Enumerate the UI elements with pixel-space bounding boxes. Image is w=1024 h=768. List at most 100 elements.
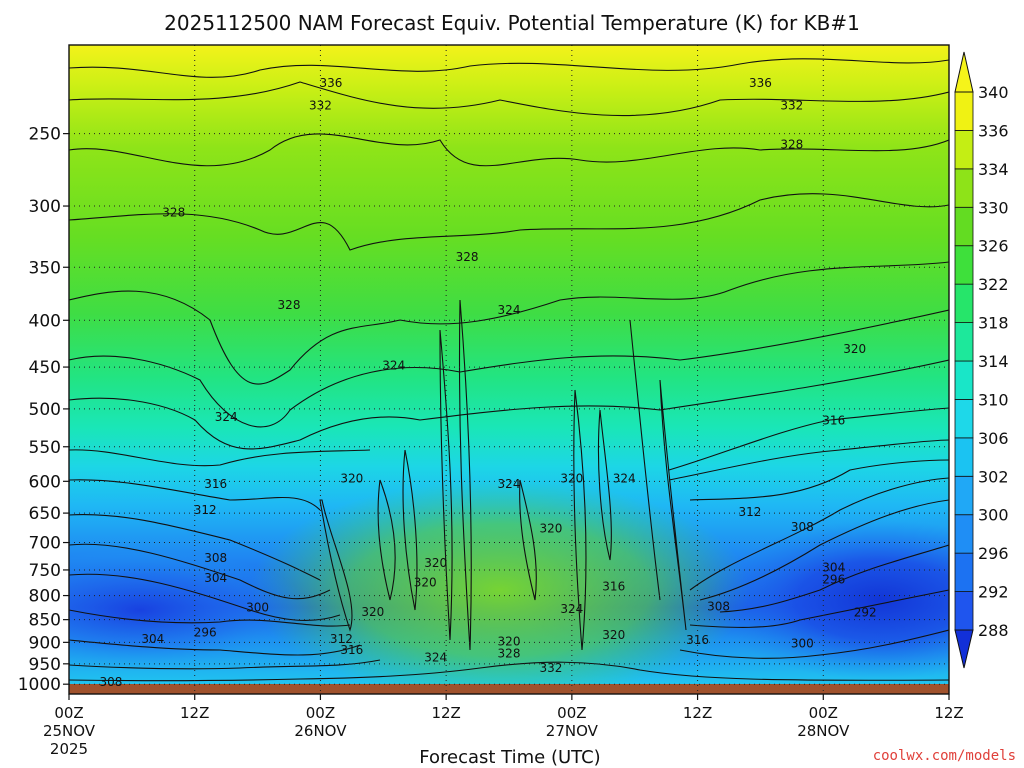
colorbar-label: 300 bbox=[978, 506, 1009, 525]
contour-label: 320 bbox=[843, 342, 866, 356]
contour-label: 324 bbox=[560, 602, 583, 616]
colorbar-swatch bbox=[954, 514, 974, 554]
colorbar-swatch bbox=[954, 283, 974, 323]
contour-label: 308 bbox=[204, 551, 227, 565]
colorbar-label: 310 bbox=[978, 390, 1009, 409]
y-tick-label: 800 bbox=[29, 587, 61, 607]
y-tick-label: 550 bbox=[29, 438, 61, 458]
colorbar-under-arrow bbox=[954, 629, 974, 669]
x-tick-label: 00Z bbox=[306, 704, 335, 722]
contour-label: 324 bbox=[382, 358, 405, 372]
x-year-label: 2025 bbox=[50, 740, 88, 758]
contour-label: 304 bbox=[141, 632, 164, 646]
chart-title: 2025112500 NAM Forecast Equiv. Potential… bbox=[164, 11, 860, 35]
colorbar-label: 288 bbox=[978, 621, 1009, 640]
moist-core bbox=[250, 480, 750, 684]
colorbar-swatch bbox=[954, 399, 974, 439]
contour-label: 328 bbox=[780, 138, 803, 152]
y-tick-label: 900 bbox=[29, 633, 61, 653]
contour-label: 332 bbox=[309, 99, 332, 113]
x-tick-label: 12Z bbox=[431, 704, 460, 722]
contour-label: 320 bbox=[498, 634, 521, 648]
x-date-label: 28NOV bbox=[797, 722, 850, 740]
x-tick-label: 00Z bbox=[54, 704, 83, 722]
contour-label: 324 bbox=[613, 472, 636, 486]
colorbar-swatch bbox=[954, 130, 974, 170]
y-tick-label: 750 bbox=[29, 561, 61, 581]
colorbar-label: 314 bbox=[978, 352, 1009, 371]
contour-label: 308 bbox=[707, 599, 730, 613]
contour-label: 316 bbox=[602, 580, 625, 594]
y-tick-label: 250 bbox=[29, 125, 61, 145]
colorbar-swatch bbox=[954, 322, 974, 362]
y-tick-label: 500 bbox=[29, 400, 61, 420]
colorbar-label: 334 bbox=[978, 160, 1009, 179]
gridlines bbox=[69, 45, 949, 694]
contour-label: 324 bbox=[498, 303, 521, 317]
colorbar-swatch bbox=[954, 591, 974, 631]
contour-label: 336 bbox=[749, 76, 772, 90]
contour-label: 312 bbox=[330, 632, 353, 646]
contour-label: 320 bbox=[602, 628, 625, 642]
y-tick-label: 400 bbox=[29, 311, 61, 331]
contour-label: 324 bbox=[424, 651, 447, 665]
dry-core-left bbox=[69, 550, 310, 670]
contour-label: 328 bbox=[278, 298, 301, 312]
colorbar-label: 302 bbox=[978, 467, 1009, 486]
x-date-label: 25NOV bbox=[43, 722, 96, 740]
colorbar-label: 306 bbox=[978, 429, 1009, 448]
colorbar-swatch bbox=[954, 245, 974, 285]
x-tick-label: 12Z bbox=[683, 704, 712, 722]
colorbar-label: 318 bbox=[978, 314, 1009, 333]
filled-field bbox=[69, 45, 949, 684]
contour-label: 316 bbox=[822, 414, 845, 428]
dry-core-right bbox=[710, 520, 949, 680]
contour-label: 316 bbox=[204, 477, 227, 491]
colorbar-swatch bbox=[954, 206, 974, 247]
contour-label: 320 bbox=[414, 575, 437, 589]
y-axis: 2503003504004505005506006507007508008509… bbox=[18, 125, 69, 695]
y-tick-label: 1000 bbox=[18, 675, 61, 695]
contour-label: 320 bbox=[560, 472, 583, 486]
colorbar-label: 330 bbox=[978, 198, 1009, 217]
contour-label: 316 bbox=[340, 643, 363, 657]
contour-label: 296 bbox=[822, 572, 845, 586]
x-date-label: 27NOV bbox=[546, 722, 599, 740]
contour-label: 312 bbox=[738, 505, 761, 519]
contour-label: 308 bbox=[791, 520, 814, 534]
y-tick-label: 650 bbox=[29, 504, 61, 524]
contour-label: 332 bbox=[780, 99, 803, 113]
x-date-label: 26NOV bbox=[294, 722, 347, 740]
terrain-surface bbox=[69, 684, 949, 694]
contour-label: 312 bbox=[194, 503, 217, 517]
contour-label: 292 bbox=[854, 606, 877, 620]
colorbar-label: 296 bbox=[978, 544, 1009, 563]
plot-frame bbox=[68, 44, 950, 695]
colorbar: 288 292 296 300 302 306 310 314 318 322 326 330 334 3… bbox=[954, 51, 1009, 669]
contour-label: 304 bbox=[204, 571, 227, 585]
y-tick-label: 350 bbox=[29, 258, 61, 278]
colorbar-swatch bbox=[954, 360, 974, 400]
contour-label: 324 bbox=[215, 410, 238, 424]
contour-label: 304 bbox=[822, 560, 845, 574]
contour-label: 300 bbox=[246, 600, 269, 614]
x-tick-label: 00Z bbox=[557, 704, 586, 722]
y-tick-label: 450 bbox=[29, 358, 61, 378]
colorbar-label: 326 bbox=[978, 237, 1009, 256]
x-axis-title: Forecast Time (UTC) bbox=[419, 747, 600, 768]
colorbar-swatch bbox=[954, 168, 974, 208]
contour-lines bbox=[69, 58, 949, 682]
contour-label: 336 bbox=[319, 76, 342, 90]
colorbar-over-arrow bbox=[954, 51, 974, 93]
contour-label: 328 bbox=[456, 250, 479, 264]
contour-label: 320 bbox=[361, 605, 384, 619]
contour-label: 296 bbox=[194, 626, 217, 640]
colorbar-label: 292 bbox=[978, 583, 1009, 602]
y-tick-label: 850 bbox=[29, 611, 61, 631]
contour-label: 324 bbox=[498, 477, 521, 491]
contour-label: 320 bbox=[539, 522, 562, 536]
colorbar-swatch bbox=[954, 437, 974, 477]
